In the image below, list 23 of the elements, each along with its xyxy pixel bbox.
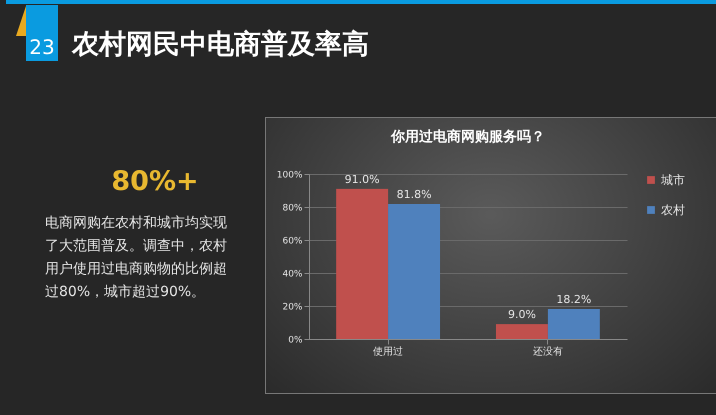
x-tick-label: 使用过 <box>373 346 404 358</box>
y-tick-label: 40% <box>282 270 303 280</box>
x-tick-label: 还没有 <box>532 346 563 358</box>
legend-label: 农村 <box>661 203 685 217</box>
text: 80%+ <box>110 166 200 197</box>
y-tick-label: 80% <box>282 204 303 214</box>
data-label: 9.0% <box>508 308 536 322</box>
y-tick-label: 100% <box>276 170 303 180</box>
y-tick-label: 60% <box>282 236 303 246</box>
bar <box>496 324 548 339</box>
text: 23 <box>26 5 58 61</box>
data-label: 18.2% <box>556 292 592 306</box>
data-label: 91.0% <box>344 172 380 186</box>
y-tick-label: 0% <box>288 336 303 346</box>
y-tick-label: 20% <box>282 302 303 312</box>
bar <box>388 204 440 339</box>
bar <box>548 308 600 339</box>
bar <box>336 188 388 339</box>
text: 农村网民中电商普及率高 <box>72 28 369 62</box>
data-label: 81.8% <box>396 188 432 202</box>
legend-label: 城市 <box>660 173 685 187</box>
text: 电商网购在农村和城市均实现了大范围普及。调查中，农村用户使用过电商购物的比例超过80%，城市超过90%。 <box>45 214 228 302</box>
chart-title: 你用过电商网购服务吗？ <box>390 128 545 145</box>
